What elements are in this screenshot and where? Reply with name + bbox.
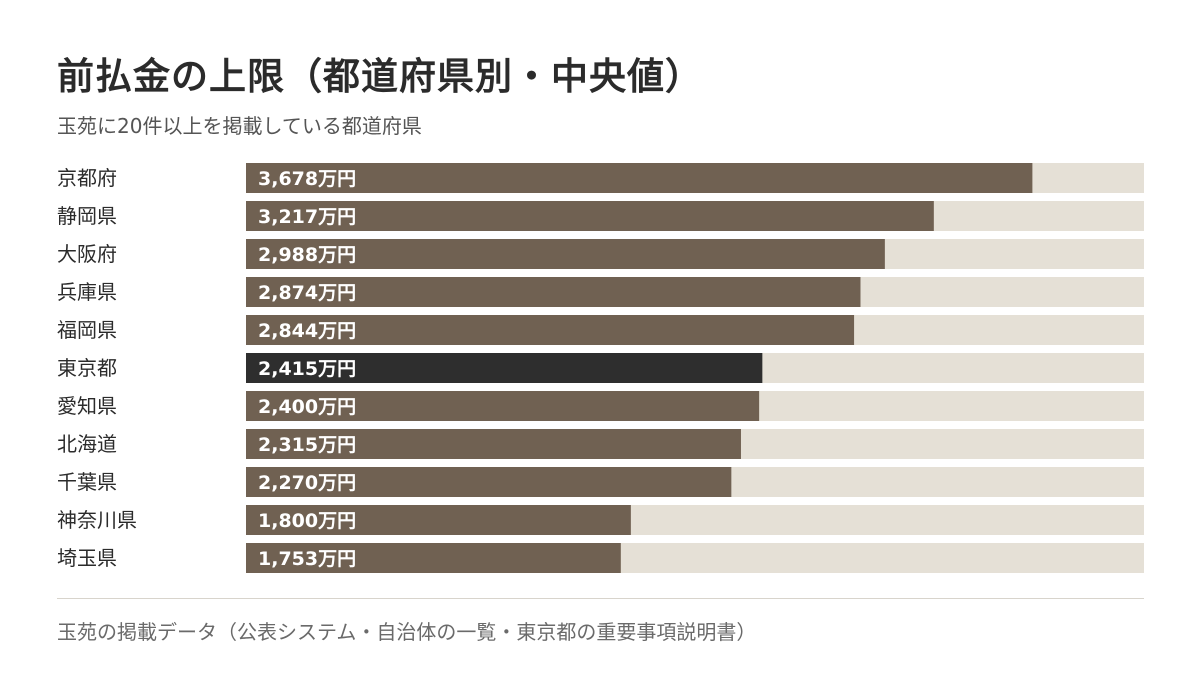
- bar: [246, 391, 760, 421]
- footer-divider: [57, 598, 1144, 599]
- bar-value-label: 2,270万円: [258, 472, 356, 494]
- bar-value-label: 3,217万円: [258, 206, 356, 228]
- bar: [246, 353, 763, 383]
- bar: [246, 315, 855, 345]
- bar-value-label: 2,874万円: [258, 282, 356, 304]
- bar-value-label: 1,753万円: [258, 548, 356, 570]
- category-label: 埼玉県: [57, 546, 117, 570]
- chart-title: 前払金の上限（都道府県別・中央値）: [57, 55, 703, 98]
- bar-value-label: 2,315万円: [258, 434, 356, 456]
- bar-value-label: 3,678万円: [258, 168, 356, 190]
- category-label: 大阪府: [57, 242, 117, 266]
- category-label: 京都府: [57, 166, 117, 190]
- bar: [246, 429, 741, 459]
- source-note: 玉苑の掲載データ（公表システム・自治体の一覧・東京都の重要事項説明書）: [57, 620, 757, 644]
- bar: [246, 467, 732, 497]
- bar: [246, 505, 631, 535]
- category-label: 北海道: [57, 432, 117, 456]
- category-label: 福岡県: [57, 318, 117, 342]
- bar-value-label: 2,415万円: [258, 358, 356, 380]
- category-label: 東京都: [57, 356, 117, 380]
- chart-subtitle: 玉苑に20件以上を掲載している都道府県: [57, 114, 422, 138]
- bar: [246, 201, 934, 231]
- category-label: 神奈川県: [57, 508, 137, 532]
- bar-value-label: 2,844万円: [258, 320, 356, 342]
- bar: [246, 543, 621, 573]
- category-label: 千葉県: [57, 470, 117, 494]
- bar-value-label: 2,988万円: [258, 244, 356, 266]
- bar-value-label: 1,800万円: [258, 510, 356, 532]
- category-label: 兵庫県: [57, 280, 117, 304]
- bar: [246, 163, 1033, 193]
- category-label: 静岡県: [57, 204, 117, 228]
- bar-value-label: 2,400万円: [258, 396, 356, 418]
- category-label: 愛知県: [57, 394, 117, 418]
- bar: [246, 239, 885, 269]
- bar: [246, 277, 861, 307]
